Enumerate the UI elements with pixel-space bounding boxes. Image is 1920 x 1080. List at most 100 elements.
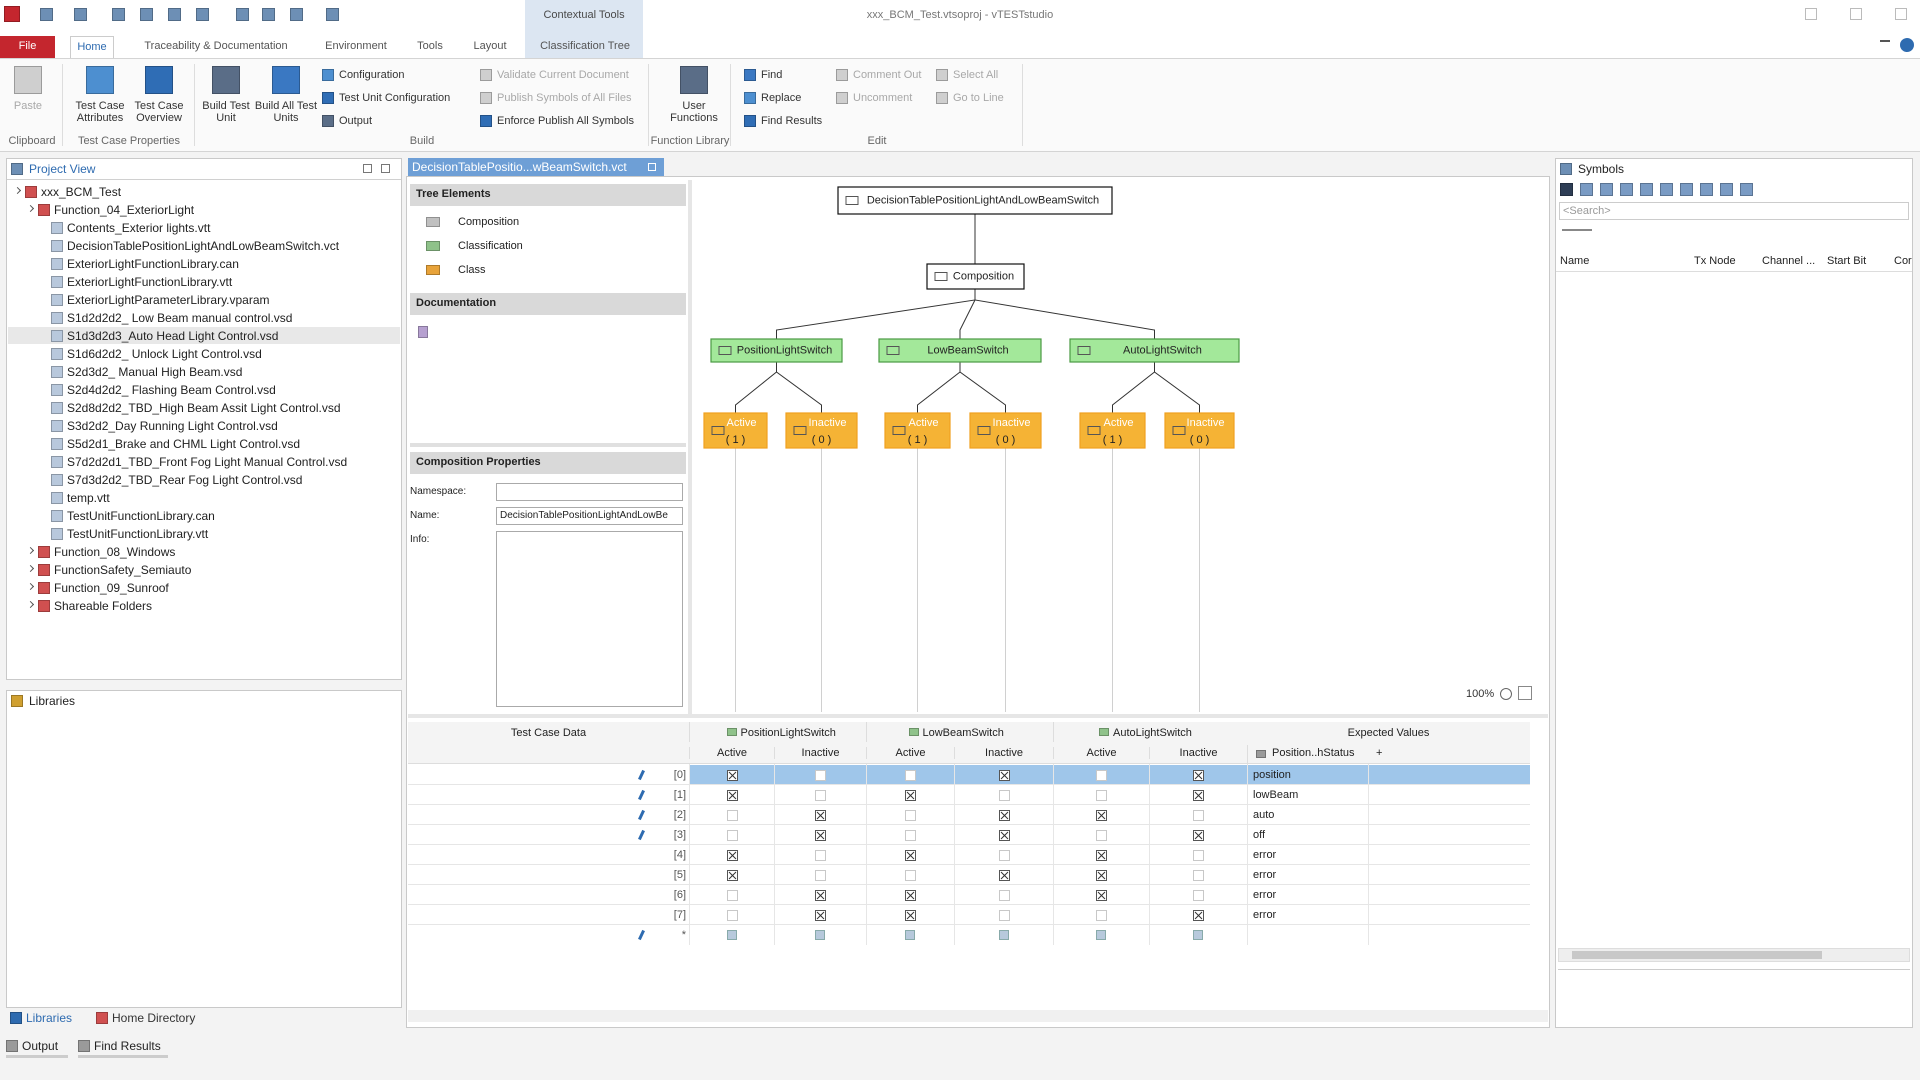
checkbox[interactable] (1096, 770, 1107, 781)
nav-buttons[interactable] (1562, 229, 1592, 239)
tree-item[interactable]: Contents_Exterior lights.vtt (41, 219, 387, 236)
checkbox[interactable] (815, 890, 826, 901)
checkbox[interactable] (1193, 850, 1204, 861)
checkbox[interactable] (999, 770, 1010, 781)
checkbox[interactable] (1096, 910, 1107, 921)
tree-item[interactable]: temp.vtt (41, 489, 387, 506)
ribbon-tab[interactable]: File (0, 36, 55, 58)
close-button[interactable] (1895, 8, 1907, 20)
tree-item[interactable]: Function_04_ExteriorLight (28, 201, 387, 218)
checkbox[interactable] (905, 810, 916, 821)
tree-item[interactable]: S7d3d2d2_TBD_Rear Fog Light Control.vsd (41, 471, 387, 488)
checkbox[interactable] (815, 870, 826, 881)
ribbon-button[interactable]: Build All Test Units (254, 64, 318, 130)
ribbon-button[interactable]: Output (322, 113, 482, 131)
tree-item[interactable]: S1d3d2d3_Auto Head Light Control.vsd (41, 327, 387, 344)
ribbon-tab[interactable]: Classification Tree (530, 36, 640, 58)
checkbox[interactable] (999, 870, 1010, 881)
symbols-column-header[interactable]: Cor (1894, 255, 1912, 267)
expected-value[interactable]: lowBeam (1253, 789, 1298, 801)
search-box[interactable]: <Search> (1559, 202, 1909, 220)
tree-item[interactable]: S2d3d2_ Manual High Beam.vsd (41, 363, 387, 380)
tree-item[interactable]: TestUnitFunctionLibrary.can (41, 507, 387, 524)
ribbon-button[interactable]: Test Case Overview (130, 64, 188, 130)
row-label[interactable]: [2] (640, 809, 686, 821)
checkbox[interactable] (905, 830, 916, 841)
ribbon-tab[interactable]: Tools (410, 36, 450, 58)
pin-button[interactable] (363, 164, 372, 173)
collapse-ribbon[interactable] (1880, 40, 1890, 50)
checkbox[interactable] (999, 850, 1010, 861)
tree-item[interactable]: FunctionSafety_Semiauto (28, 561, 387, 578)
checkbox[interactable] (1096, 810, 1107, 821)
checkbox[interactable] (727, 910, 738, 921)
ribbon-button[interactable]: Test Unit Configuration (322, 90, 482, 108)
help-button[interactable] (1900, 38, 1914, 52)
expected-value[interactable]: error (1253, 849, 1276, 861)
row-label[interactable]: [6] (640, 889, 686, 901)
checkbox[interactable] (1193, 810, 1204, 821)
close-button[interactable] (381, 164, 390, 173)
checkbox[interactable] (905, 770, 916, 781)
new-row-cell[interactable] (727, 930, 737, 940)
checkbox[interactable] (1193, 870, 1204, 881)
tree-item[interactable]: Function_09_Sunroof (28, 579, 387, 596)
output-tab[interactable]: Find Results (78, 1036, 168, 1058)
row-label[interactable]: [5] (640, 869, 686, 881)
checkbox[interactable] (1096, 890, 1107, 901)
checkbox[interactable] (727, 830, 738, 841)
expected-value[interactable]: position (1253, 769, 1291, 781)
checkbox[interactable] (815, 830, 826, 841)
checkbox[interactable] (1193, 770, 1204, 781)
expected-value[interactable]: off (1253, 829, 1265, 841)
symbols-column-header[interactable]: Name (1560, 255, 1589, 267)
row-label[interactable]: [3] (640, 829, 686, 841)
checkbox[interactable] (905, 790, 916, 801)
ribbon-button[interactable]: Build Test Unit (196, 64, 256, 130)
fit-button[interactable] (1518, 686, 1532, 700)
tree-item[interactable]: S2d8d2d2_TBD_High Beam Assit Light Contr… (41, 399, 387, 416)
symbols-column-header[interactable]: Channel ... (1762, 255, 1815, 267)
tree-element[interactable]: Class (426, 262, 666, 280)
row-label[interactable]: * (640, 929, 686, 941)
ribbon-tab[interactable]: Traceability & Documentation (130, 36, 302, 58)
add-column[interactable]: + (1376, 747, 1382, 759)
checkbox[interactable] (815, 810, 826, 821)
tree-item[interactable]: S3d2d2_Day Running Light Control.vsd (41, 417, 387, 434)
row-label[interactable]: [4] (640, 849, 686, 861)
zoom-button[interactable] (1500, 688, 1512, 700)
text-field[interactable] (496, 483, 683, 501)
checkbox[interactable] (815, 850, 826, 861)
checkbox[interactable] (727, 870, 738, 881)
tree-item[interactable]: S2d4d2d2_ Flashing Beam Control.vsd (41, 381, 387, 398)
checkbox[interactable] (815, 910, 826, 921)
ribbon-tab[interactable]: Environment (316, 36, 396, 58)
document-tab[interactable]: DecisionTablePositio...wBeamSwitch.vct (408, 158, 664, 176)
checkbox[interactable] (815, 770, 826, 781)
expected-value[interactable]: auto (1253, 809, 1274, 821)
tree-item[interactable]: DecisionTablePositionLightAndLowBeamSwit… (41, 237, 387, 254)
ribbon-button[interactable]: Find Results (744, 113, 904, 131)
checkbox[interactable] (905, 890, 916, 901)
tree-item[interactable]: Shareable Folders (28, 597, 387, 614)
ribbon-button[interactable]: User Functions (666, 64, 722, 130)
checkbox[interactable] (905, 850, 916, 861)
tree-item[interactable]: S1d6d2d2_ Unlock Light Control.vsd (41, 345, 387, 362)
checkbox[interactable] (1096, 850, 1107, 861)
checkbox[interactable] (727, 790, 738, 801)
new-row-cell[interactable] (999, 930, 1009, 940)
new-row-cell[interactable] (1096, 930, 1106, 940)
tree-item[interactable]: ExteriorLightFunctionLibrary.can (41, 255, 387, 272)
checkbox[interactable] (999, 910, 1010, 921)
restore-button[interactable] (1850, 8, 1862, 20)
checkbox[interactable] (727, 850, 738, 861)
tree-element[interactable]: Composition (426, 214, 666, 232)
ribbon-button[interactable]: Enforce Publish All Symbols (480, 113, 640, 131)
checkbox[interactable] (815, 790, 826, 801)
checkbox[interactable] (727, 770, 738, 781)
tree-item[interactable]: ExteriorLightFunctionLibrary.vtt (41, 273, 387, 290)
symbols-column-header[interactable]: Start Bit (1827, 255, 1866, 267)
tree-item[interactable]: S1d2d2d2_ Low Beam manual control.vsd (41, 309, 387, 326)
row-label[interactable]: [0] (640, 769, 686, 781)
text-field[interactable] (496, 531, 683, 707)
